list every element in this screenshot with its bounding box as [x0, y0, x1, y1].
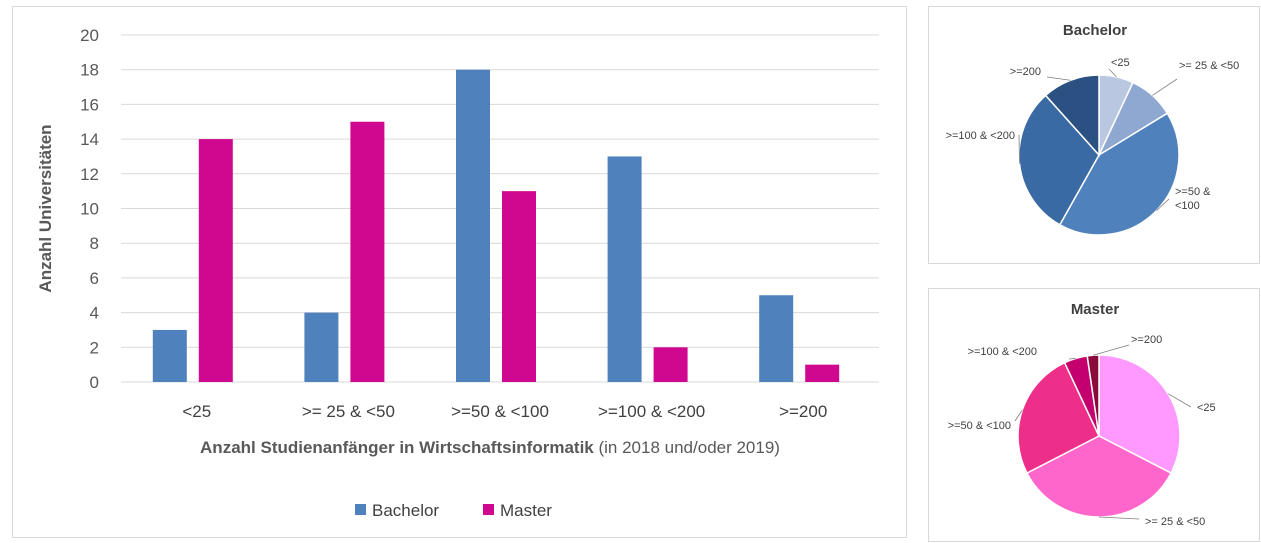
y-tick-label: 20	[80, 26, 99, 45]
y-axis-title: Anzahl Universitäten	[36, 124, 55, 292]
bar-bachelor	[759, 295, 793, 382]
pie-title: Master	[1071, 301, 1120, 318]
legend-label-bachelor: Bachelor	[372, 501, 439, 520]
x-axis-title: Anzahl Studienanfänger in Wirtschaftsinf…	[200, 438, 780, 457]
bar-master	[199, 139, 233, 382]
pie-slice-label: <25	[1197, 402, 1216, 414]
legend-swatch-master	[483, 504, 494, 515]
legend-label-master: Master	[500, 501, 552, 520]
pie-slice-label: >= 25 & <50	[1179, 60, 1239, 72]
bar-chart: 0 2 4 6 8 10 12 14 16 18 20 <25 >= 25 & <50 >=50 & <1…	[13, 7, 908, 539]
bar-master	[502, 191, 536, 382]
leader-line	[1093, 345, 1129, 355]
bar-bachelor	[456, 70, 490, 382]
x-axis-title-normal: (in 2018 und/oder 2019)	[594, 438, 780, 457]
x-tick-label: <25	[182, 402, 211, 421]
x-tick-label: >= 25 & <50	[302, 402, 395, 421]
y-tick-label: 0	[90, 373, 99, 392]
leader-line	[1099, 517, 1139, 519]
x-tick-label: >=100 & <200	[598, 402, 705, 421]
leader-line	[1047, 77, 1070, 80]
x-tick-label: >=50 & <100	[451, 402, 549, 421]
x-tick-label: >=200	[779, 402, 827, 421]
y-tick-label: 10	[80, 200, 99, 219]
leader-line	[1152, 79, 1177, 95]
bar-bachelor	[153, 330, 187, 382]
bar-master	[654, 347, 688, 382]
bachelor-pie-chart: Bachelor <25 >= 25 & <50 >=50 &<100 >=100 & …	[929, 7, 1261, 265]
pie-slice-label: >= 25 & <50	[1145, 516, 1205, 528]
pie-slice-label: >=100 & <200	[968, 346, 1037, 358]
legend-swatch-bachelor	[355, 504, 366, 515]
bar-master	[805, 365, 839, 382]
pie-slice-label: >=200	[1010, 66, 1041, 78]
y-tick-label: 12	[80, 165, 99, 184]
bar-master	[350, 122, 384, 382]
y-tick-label: 6	[90, 269, 99, 288]
bachelor-pie-panel: Bachelor <25 >= 25 & <50 >=50 &<100 >=100 & …	[928, 6, 1260, 264]
pie-slice-label: >=200	[1131, 334, 1162, 346]
y-tick-label: 4	[90, 304, 99, 323]
bar-bachelor	[304, 313, 338, 382]
y-tick-label: 2	[90, 338, 99, 357]
master-pie-panel: Master <25 >= 25 & <50 >=50 & <100 >=100 & <…	[928, 288, 1260, 542]
bar-bachelor	[608, 156, 642, 382]
pie-slice-label: <25	[1111, 57, 1130, 69]
pie-slice-label: >=50 & <100	[948, 420, 1011, 432]
leader-line	[1069, 358, 1076, 359]
pie-title: Bachelor	[1063, 22, 1127, 39]
y-tick-label: 14	[80, 130, 99, 149]
y-tick-label: 18	[80, 61, 99, 80]
x-axis-title-bold: Anzahl Studienanfänger in Wirtschaftsinf…	[200, 438, 594, 457]
master-pie-chart: Master <25 >= 25 & <50 >=50 & <100 >=100 & <…	[929, 289, 1261, 543]
y-tick-label: 8	[90, 234, 99, 253]
y-tick-label: 16	[80, 95, 99, 114]
bar-chart-panel: 0 2 4 6 8 10 12 14 16 18 20 <25 >= 25 & <50 >=50 & <1…	[12, 6, 907, 538]
pie-slice-label: >=100 & <200	[946, 130, 1015, 142]
pie-slice-label: >=50 &<100	[1175, 186, 1211, 212]
